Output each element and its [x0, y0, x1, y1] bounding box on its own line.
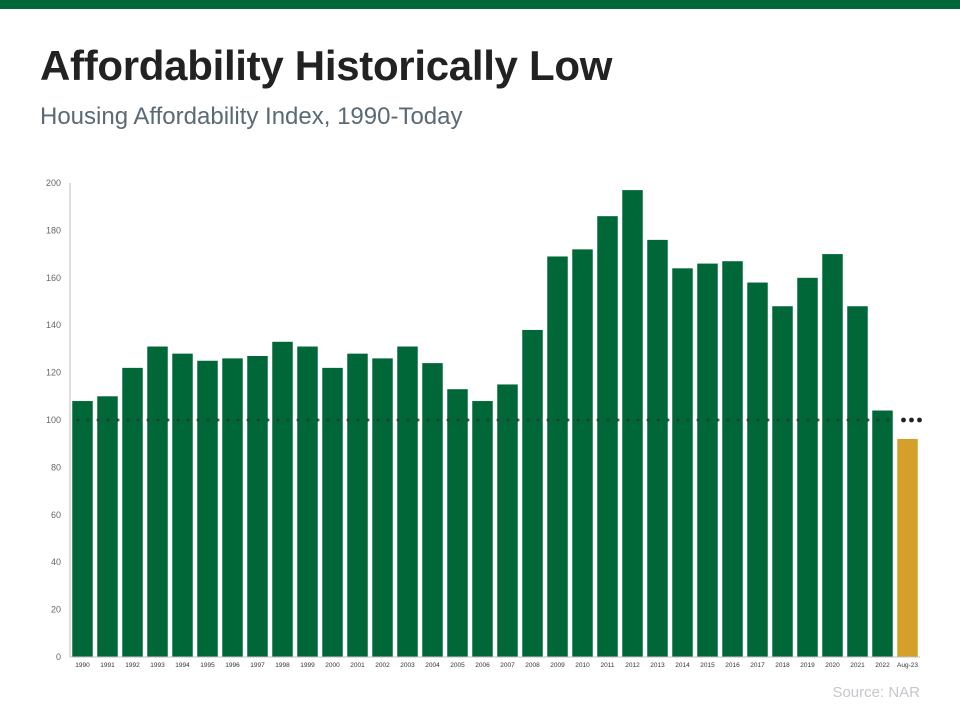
y-tick-label: 20	[51, 605, 61, 615]
reference-line-end-dot	[901, 417, 906, 423]
bar	[847, 306, 868, 657]
bar	[722, 261, 743, 657]
x-tick-label: 2003	[400, 662, 415, 669]
bar	[772, 306, 793, 657]
bar	[222, 358, 243, 657]
y-tick-label: 120	[46, 368, 61, 378]
x-tick-label: 1993	[150, 662, 165, 669]
bar	[422, 363, 443, 657]
bar	[697, 263, 718, 657]
x-tick-label: Aug-23	[897, 662, 918, 669]
bar	[797, 277, 818, 657]
brand-top-bar	[0, 0, 960, 9]
bar	[747, 282, 768, 657]
bar	[522, 329, 543, 657]
x-tick-label: 2001	[350, 662, 365, 669]
bar	[872, 410, 893, 657]
bar	[397, 346, 418, 657]
page-subtitle: Housing Affordability Index, 1990-Today	[40, 103, 463, 130]
x-tick-label: 2011	[601, 662, 615, 669]
x-tick-label: 2016	[725, 662, 740, 669]
y-tick-label: 160	[46, 273, 61, 283]
bar	[247, 356, 268, 657]
bar	[647, 239, 668, 657]
bar	[622, 190, 643, 658]
x-tick-label: 2019	[800, 662, 815, 669]
bar	[297, 346, 318, 657]
source-note: Source: NAR	[832, 684, 920, 701]
bar	[122, 367, 143, 657]
x-tick-label: 2017	[750, 662, 765, 669]
x-tick-label: 2021	[850, 662, 865, 669]
x-tick-label: 2002	[375, 662, 390, 669]
bar	[547, 256, 568, 657]
x-tick-label: 2006	[475, 662, 490, 669]
x-tick-label: 1990	[75, 662, 90, 669]
bar	[472, 401, 493, 657]
x-tick-label: 2004	[425, 662, 440, 669]
x-tick-label: 1999	[300, 662, 315, 669]
bar	[497, 384, 518, 657]
x-tick-label: 1995	[200, 662, 215, 669]
x-tick-label: 1996	[225, 662, 240, 669]
x-tick-label: 1992	[125, 662, 140, 669]
x-tick-label: 2008	[525, 662, 540, 669]
reference-line-end-dot	[917, 417, 922, 423]
y-tick-label: 100	[46, 415, 61, 425]
bar	[572, 249, 593, 658]
bar	[372, 358, 393, 657]
x-tick-label: 2013	[650, 662, 665, 669]
bars-group	[72, 190, 918, 658]
y-tick-label: 180	[46, 225, 61, 235]
x-tick-label: 2007	[500, 662, 515, 669]
x-tick-label: 2000	[325, 662, 340, 669]
x-tick-label: 2015	[700, 662, 715, 669]
bar	[672, 268, 693, 657]
x-axis: 1990 1991 1992 1993 1994 1995 1996 1997 1998 1999…	[70, 656, 920, 669]
x-tick-label: 2005	[450, 662, 465, 669]
x-tick-label: 2014	[675, 662, 690, 669]
bar	[347, 353, 368, 657]
y-tick-label: 60	[51, 510, 61, 520]
y-tick-label: 40	[51, 557, 61, 567]
reference-line	[76, 417, 922, 423]
bar-highlight	[897, 438, 918, 657]
y-axis: 0 20 40 60 80 100 120 140 160 180 200	[46, 178, 71, 662]
x-tick-label: 2020	[825, 662, 840, 669]
x-tick-label: 1991	[100, 662, 115, 669]
x-tick-label: 2009	[550, 662, 565, 669]
x-tick-label: 2022	[875, 662, 890, 669]
bar	[197, 360, 218, 657]
y-tick-label: 80	[51, 462, 61, 472]
bar	[172, 353, 193, 657]
x-tick-label: 1994	[175, 662, 190, 669]
bar	[97, 396, 118, 657]
x-tick-label: 2010	[575, 662, 590, 669]
bar	[272, 341, 293, 657]
bar	[322, 367, 343, 657]
y-tick-label: 140	[46, 320, 61, 330]
y-tick-label: 200	[46, 178, 61, 188]
x-tick-label: 1998	[275, 662, 290, 669]
x-tick-label: 1997	[250, 662, 265, 669]
reference-line-end-dot	[909, 417, 914, 423]
y-tick-label: 0	[56, 652, 61, 662]
x-tick-label: 2012	[625, 662, 640, 669]
page-title: Affordability Historically Low	[40, 42, 613, 89]
bar	[822, 254, 843, 657]
x-tick-label: 2018	[775, 662, 790, 669]
bar	[72, 401, 93, 657]
bar	[597, 216, 618, 657]
bar	[147, 346, 168, 657]
bar	[447, 389, 468, 657]
